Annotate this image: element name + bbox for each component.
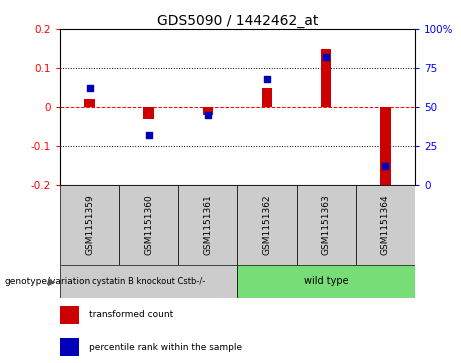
Point <box>382 163 389 169</box>
Bar <box>119 185 178 265</box>
Text: GSM1151364: GSM1151364 <box>381 195 390 256</box>
Text: GSM1151362: GSM1151362 <box>262 195 272 256</box>
Bar <box>296 185 356 265</box>
Text: GSM1151363: GSM1151363 <box>322 195 331 256</box>
Bar <box>60 338 79 356</box>
Bar <box>380 107 390 185</box>
Point <box>86 85 93 91</box>
Text: transformed count: transformed count <box>89 310 173 319</box>
Text: ▶: ▶ <box>48 276 56 286</box>
Bar <box>321 49 331 107</box>
Text: wild type: wild type <box>304 276 349 286</box>
Bar <box>356 185 415 265</box>
Bar <box>60 265 237 298</box>
Point <box>204 112 212 118</box>
Bar <box>202 107 213 115</box>
Text: percentile rank within the sample: percentile rank within the sample <box>89 343 242 352</box>
Point <box>322 54 330 60</box>
Bar <box>178 185 237 265</box>
Title: GDS5090 / 1442462_at: GDS5090 / 1442462_at <box>157 14 318 28</box>
Text: genotype/variation: genotype/variation <box>5 277 91 286</box>
Point <box>145 132 152 138</box>
Text: cystatin B knockout Cstb-/-: cystatin B knockout Cstb-/- <box>92 277 205 286</box>
Bar <box>237 265 415 298</box>
Text: GSM1151360: GSM1151360 <box>144 195 153 256</box>
Bar <box>237 185 296 265</box>
Text: GSM1151359: GSM1151359 <box>85 195 94 256</box>
Bar <box>60 185 119 265</box>
Bar <box>84 99 95 107</box>
Bar <box>143 107 154 119</box>
Text: GSM1151361: GSM1151361 <box>203 195 213 256</box>
Point <box>263 76 271 82</box>
Bar <box>262 87 272 107</box>
Bar <box>60 306 79 324</box>
